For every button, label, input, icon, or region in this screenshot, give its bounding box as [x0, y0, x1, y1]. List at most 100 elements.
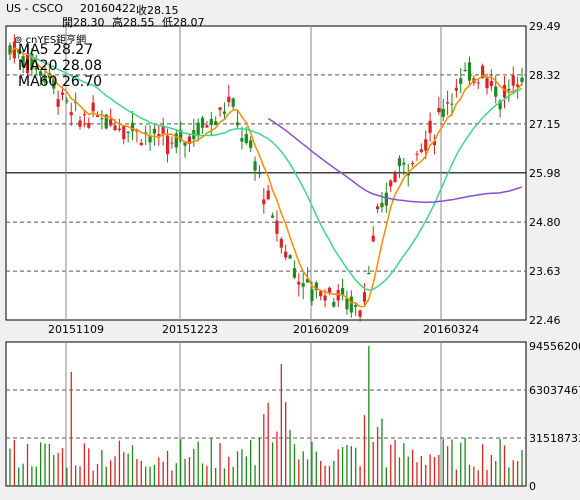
- candle-body: [231, 98, 235, 107]
- candle-body: [507, 88, 511, 91]
- volume-tick-label: 63037467: [529, 384, 580, 397]
- candle-body: [323, 295, 327, 301]
- candle-body: [87, 123, 91, 128]
- candle-body: [240, 138, 244, 142]
- candle-body: [336, 289, 340, 301]
- header-open: 開28.30: [62, 16, 105, 29]
- candle-body: [459, 78, 463, 84]
- candle-body: [301, 283, 305, 287]
- candle-body: [200, 117, 205, 128]
- candle-body: [380, 202, 384, 208]
- candle-body: [494, 86, 498, 97]
- candle-body: [91, 102, 95, 112]
- candle-body: [397, 158, 402, 167]
- candle-body: [222, 111, 227, 114]
- candle-body: [516, 84, 520, 87]
- candle-body: [358, 310, 362, 317]
- candle-body: [332, 301, 336, 307]
- candle-body: [327, 287, 332, 294]
- price-tick-label: 29.49: [529, 20, 561, 33]
- candle-body: [450, 103, 454, 105]
- candle-body: [284, 251, 288, 258]
- ma60-value: 26.70: [61, 74, 103, 90]
- ma60-name: MA60: [18, 74, 58, 90]
- candle-body: [257, 173, 262, 175]
- candle-body: [424, 139, 428, 151]
- candle-body: [349, 296, 353, 313]
- candle-body: [179, 130, 183, 141]
- candle-body: [384, 192, 388, 206]
- candle-body: [130, 122, 135, 132]
- candle-body: [502, 85, 507, 98]
- candle-body: [21, 56, 25, 67]
- candle-body: [30, 53, 34, 70]
- price-tick-label: 27.15: [529, 118, 561, 131]
- candle-body: [362, 292, 367, 302]
- volume-tick-label: 94556200: [529, 340, 580, 353]
- candle-body: [354, 304, 358, 307]
- candle-body: [165, 135, 170, 155]
- candle-body: [520, 77, 524, 83]
- candle-body: [428, 120, 432, 133]
- candle-body: [402, 162, 406, 165]
- date-tick-label: 20160209: [293, 323, 349, 336]
- candle-body: [161, 125, 165, 136]
- volume-tick-label: 0: [529, 480, 536, 493]
- ma20-legend: MA20 28.08: [18, 58, 102, 74]
- candle-body: [122, 126, 126, 140]
- header-date: 20160422: [80, 2, 136, 15]
- ma5-legend: MA5 28.27: [18, 42, 93, 58]
- candle-body: [441, 108, 445, 117]
- candle-body: [253, 161, 257, 171]
- candle-body: [446, 102, 450, 104]
- candle-body: [340, 288, 345, 295]
- candle-body: [467, 62, 472, 81]
- price-tick-label: 24.80: [529, 216, 561, 229]
- candle-body: [214, 121, 218, 125]
- candle-body: [270, 215, 275, 218]
- ma20-line: [27, 53, 523, 291]
- candle-body: [187, 136, 192, 144]
- candle-body: [511, 75, 515, 86]
- candle-body: [419, 149, 423, 153]
- date-tick-label: 20151109: [48, 323, 104, 336]
- candle-body: [432, 140, 437, 145]
- candle-body: [437, 107, 441, 113]
- candle-body: [100, 118, 104, 120]
- candle-body: [371, 235, 375, 242]
- candle-body: [25, 54, 30, 74]
- candle-body: [43, 76, 47, 83]
- candle-body: [78, 120, 82, 127]
- candle-body: [174, 133, 178, 148]
- price-tick-label: 28.32: [529, 69, 561, 82]
- candle-body: [463, 69, 467, 72]
- header-close: 收28.15: [136, 4, 179, 17]
- candle-body: [262, 199, 266, 205]
- candle-body: [454, 87, 458, 91]
- brand-logo: ⊚ cnYES鉅亨網: [14, 35, 87, 46]
- candle-body: [275, 220, 279, 234]
- candle-body: [406, 173, 410, 176]
- candle-body: [56, 99, 60, 107]
- candle-body: [375, 206, 380, 210]
- candle-body: [8, 45, 12, 55]
- ma20-value: 28.08: [61, 58, 103, 74]
- candle-body: [52, 77, 56, 89]
- candle-body: [279, 239, 283, 248]
- candle-body: [95, 114, 100, 117]
- candle-body: [34, 67, 38, 70]
- candle-body: [12, 41, 16, 59]
- price-tick-label: 25.98: [529, 167, 561, 180]
- candle-body: [69, 112, 73, 116]
- candle-body: [113, 125, 117, 131]
- candle-body: [489, 81, 493, 87]
- candle-body: [82, 114, 86, 116]
- candle-body: [389, 180, 393, 187]
- candle-body: [152, 128, 157, 134]
- candle-body: [481, 65, 485, 79]
- candle-body: [367, 273, 371, 275]
- candle-body: [218, 107, 222, 110]
- ma60-line: [267, 117, 523, 204]
- candle-body: [498, 100, 502, 110]
- candle-body: [249, 140, 253, 148]
